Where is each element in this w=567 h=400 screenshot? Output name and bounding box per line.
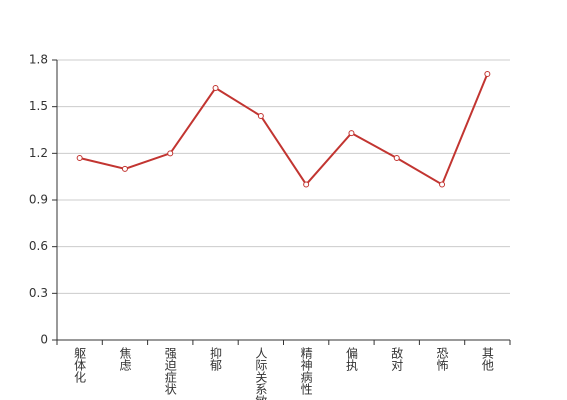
y-tick-label: 0 bbox=[40, 333, 48, 347]
point bbox=[484, 71, 491, 77]
y-tick-label: 0.3 bbox=[29, 286, 48, 300]
point bbox=[348, 130, 355, 137]
point bbox=[76, 155, 83, 161]
point bbox=[393, 155, 400, 161]
point bbox=[212, 85, 219, 91]
y-tick-label: 0.9 bbox=[29, 193, 48, 207]
point bbox=[167, 150, 174, 157]
y-tick-label: 0.6 bbox=[29, 239, 48, 253]
x-tick-label: 强迫症状 bbox=[163, 347, 177, 395]
x-tick-label: 敌对 bbox=[390, 346, 404, 371]
point bbox=[121, 165, 128, 172]
x-tick-label: 其他 bbox=[480, 347, 494, 371]
x-tick-label: 焦虑 bbox=[118, 347, 132, 371]
x-tick-label: 抑郁 bbox=[209, 346, 223, 372]
line bbox=[79, 73, 489, 187]
y-tick-label: 1.5 bbox=[29, 99, 48, 113]
point bbox=[439, 181, 446, 188]
x-tick-label: 偏执 bbox=[344, 346, 358, 372]
y-tick-label: 1.2 bbox=[29, 146, 48, 160]
point bbox=[257, 113, 264, 119]
point bbox=[303, 181, 310, 188]
x-tick-label: 恐怖 bbox=[435, 347, 449, 371]
x-tick-label: 躯体化 bbox=[73, 346, 87, 384]
x-tick-label: 人际关系敏感 bbox=[254, 347, 268, 400]
x-tick-label: 精神病性 bbox=[299, 347, 313, 396]
y-tick-label: 1.8 bbox=[29, 53, 48, 67]
